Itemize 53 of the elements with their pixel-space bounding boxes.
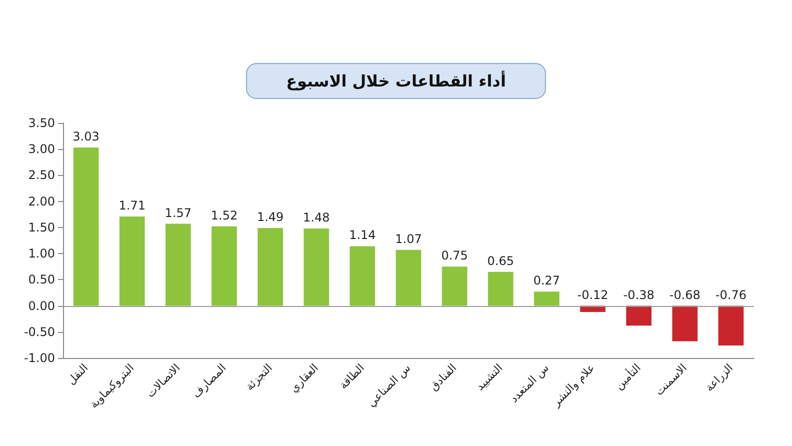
data-label: 3.03 [72,130,100,144]
x-tick-label: العقاري [287,361,321,395]
bar [396,250,422,306]
data-label: -0.38 [623,288,654,302]
y-tick-label: 1.00 [28,246,55,261]
x-tick-label: الفنادق [427,361,460,394]
x-tick-label: س المتعدد [508,361,552,406]
chart-title: أداء القطاعات خلال الاسبوع [286,70,506,90]
bar [73,148,99,306]
x-tick-label: الاتصالات [144,361,183,400]
bar [119,216,145,306]
bar [350,246,376,306]
x-tick-label: التأمين [611,360,644,392]
bar [304,228,330,306]
data-label: 1.71 [118,198,146,212]
y-tick-label: 3.00 [28,142,55,156]
bar [718,306,744,346]
y-tick-label: 1.50 [28,220,55,234]
y-tick-label: 2.00 [28,194,55,208]
x-tick-label: التجزئة [243,361,275,394]
data-label: 1.48 [303,210,330,224]
data-label: 1.52 [210,208,238,222]
data-label: 1.57 [164,206,192,220]
data-label: 1.14 [349,228,376,242]
y-tick-label: 3.50 [28,116,55,130]
bar [166,224,191,306]
data-label: -0.68 [669,288,700,302]
y-tick-label: 0.00 [28,298,55,313]
y-tick-label: -0.50 [24,324,55,339]
data-label: 1.07 [395,232,422,246]
bar [212,226,237,306]
x-tick-label: التشييد [473,361,506,394]
x-tick-label: الزراعة [702,361,736,394]
y-tick-label: -1.00 [24,351,55,365]
bar [258,228,283,306]
bar [534,292,560,306]
data-label: 0.65 [487,254,514,268]
bar [672,306,698,342]
data-label: -0.76 [715,288,746,302]
data-label: 0.27 [533,274,560,288]
bar [488,272,514,306]
y-tick-label: 2.50 [28,168,55,182]
data-label: -0.12 [577,288,608,302]
x-tick-label: الطاقة [336,361,368,392]
x-tick-label: المصارف [190,361,229,401]
x-tick-label: س الصناعي [364,361,414,410]
x-tick-label: الاسمنت [652,361,690,398]
data-label: 1.49 [256,210,284,224]
data-label: 0.75 [441,248,468,263]
y-tick-label: 0.50 [28,272,55,287]
bar [626,306,652,326]
bar [442,266,468,306]
x-tick-label: علام والنشر [549,361,598,410]
